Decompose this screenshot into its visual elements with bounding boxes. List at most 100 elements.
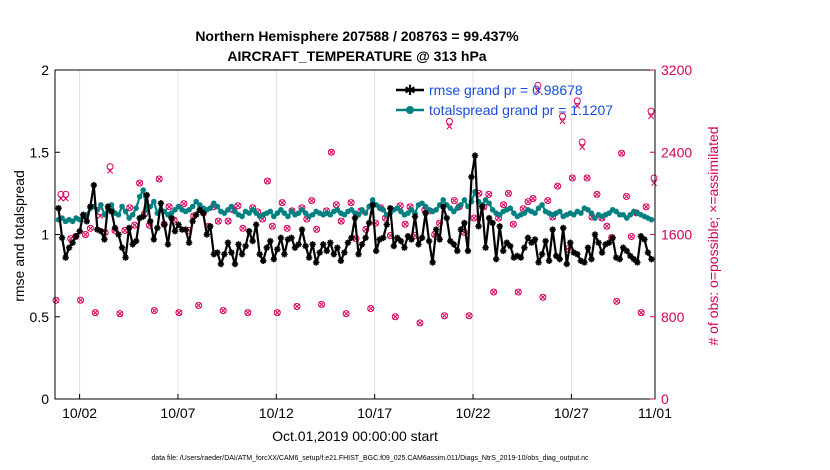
obs-assimilated-point — [466, 312, 473, 319]
obs-possible-point — [627, 233, 635, 241]
obs-assimilated-point — [126, 204, 133, 211]
y-right-tick-label: 1600 — [661, 227, 692, 243]
rmse-point — [320, 241, 327, 248]
rmse-point — [372, 247, 380, 255]
obs-assimilated-point — [574, 103, 581, 109]
rmse-point — [489, 219, 496, 227]
rmse-point — [394, 234, 401, 241]
rmse-point — [298, 226, 306, 233]
x-tick-label: 10/02 — [62, 405, 97, 421]
obs-possible-point — [116, 310, 124, 318]
rmse-point — [58, 234, 66, 241]
rmse-point — [627, 252, 634, 260]
rmse-point — [531, 236, 539, 243]
rmse-point — [263, 244, 270, 251]
obs-assimilated-point — [279, 199, 286, 206]
rmse-point — [355, 251, 362, 258]
obs-assimilated-point — [92, 309, 99, 316]
rmse-point — [334, 244, 341, 251]
rmse-point — [595, 239, 602, 246]
rmse-point — [168, 214, 175, 222]
obs-assimilated-point — [82, 231, 89, 238]
spread-point — [613, 208, 619, 215]
obs-possible-point — [401, 220, 409, 228]
obs-assimilated-point — [53, 297, 59, 304]
obs-possible-point — [136, 179, 144, 187]
rmse-point — [154, 224, 161, 232]
spread-point — [196, 202, 203, 208]
obs-possible-point — [650, 174, 658, 182]
rmse-point — [111, 224, 119, 232]
rmse-point — [485, 214, 493, 222]
spread-point — [221, 210, 228, 216]
rmse-point — [242, 242, 249, 250]
spread-point — [433, 207, 439, 213]
obs-possible-point — [578, 138, 586, 146]
obs-assimilated-point — [328, 149, 335, 156]
obs-assimilated-point — [505, 190, 512, 197]
spread-point — [133, 205, 139, 211]
rmse-point — [418, 234, 426, 241]
obs-possible-point — [263, 177, 271, 185]
obs-possible-point — [224, 217, 232, 225]
rmse-point — [552, 252, 560, 260]
rmse-point — [429, 259, 436, 266]
spread-point — [175, 203, 182, 210]
rmse-point — [277, 234, 285, 241]
rmse-point — [101, 236, 108, 243]
spread-point — [539, 202, 545, 208]
obs-possible-point — [318, 300, 326, 308]
y-axis-ticks: 0 0.5 1 1.5 2 — [30, 62, 60, 407]
rmse-point — [217, 260, 225, 268]
x-tick-label: 10/07 — [160, 405, 195, 421]
legend-spread-label: totalspread grand pr = 1.1207 — [429, 102, 613, 118]
obs-assimilated-point — [554, 183, 561, 190]
spread-point — [334, 207, 341, 213]
spread-point — [129, 211, 136, 218]
obs-assimilated-point — [490, 289, 497, 296]
obs-assimilated-point — [651, 180, 657, 187]
spread-point — [253, 210, 259, 216]
rmse-point — [161, 221, 168, 228]
spread-point — [285, 213, 291, 220]
obs-possible-point — [504, 189, 512, 197]
rmse-point — [249, 237, 256, 245]
obs-assimilated-point — [594, 191, 600, 198]
rmse-point — [87, 203, 94, 210]
rmse-point — [203, 231, 210, 238]
obs-possible-point — [273, 309, 281, 317]
obs-assimilated-point — [116, 310, 123, 317]
footer-datafile: data file: /Users/raeder/DAI/ATM_forcXX/… — [151, 455, 589, 462]
spread-point — [489, 207, 496, 213]
obs-possible-point — [573, 97, 581, 105]
obs-possible-point — [583, 174, 591, 182]
obs-possible-point — [613, 297, 621, 305]
rmse-point — [450, 241, 458, 248]
spread-point — [623, 215, 630, 221]
rmse-point — [337, 257, 345, 265]
rmse-point — [118, 244, 126, 251]
obs-assimilated-point — [225, 218, 232, 225]
rmse-point — [104, 203, 112, 210]
x-tick-label: 10/22 — [456, 405, 491, 421]
obs-possible-point — [308, 197, 316, 205]
obs-assimilated-point — [215, 218, 222, 225]
rmse-point — [570, 249, 578, 256]
obs-possible-point — [234, 202, 242, 210]
rmse-point — [616, 255, 623, 263]
rmse-point — [457, 226, 465, 233]
obs-possible-point — [436, 219, 444, 227]
rmse-point — [182, 226, 189, 233]
obs-assimilated-point — [234, 202, 241, 209]
obs-assimilated-point — [338, 218, 345, 225]
obs-assimilated-point — [584, 174, 591, 181]
spread-point — [126, 215, 132, 221]
rmse-point — [436, 236, 443, 243]
spread-point — [451, 208, 457, 215]
obs-possible-point — [337, 217, 345, 225]
spread-point — [496, 211, 503, 218]
obs-assimilated-point — [441, 312, 448, 319]
rmse-point — [140, 213, 147, 220]
obs-assimilated-point — [77, 297, 84, 304]
rmse-point — [69, 239, 76, 246]
